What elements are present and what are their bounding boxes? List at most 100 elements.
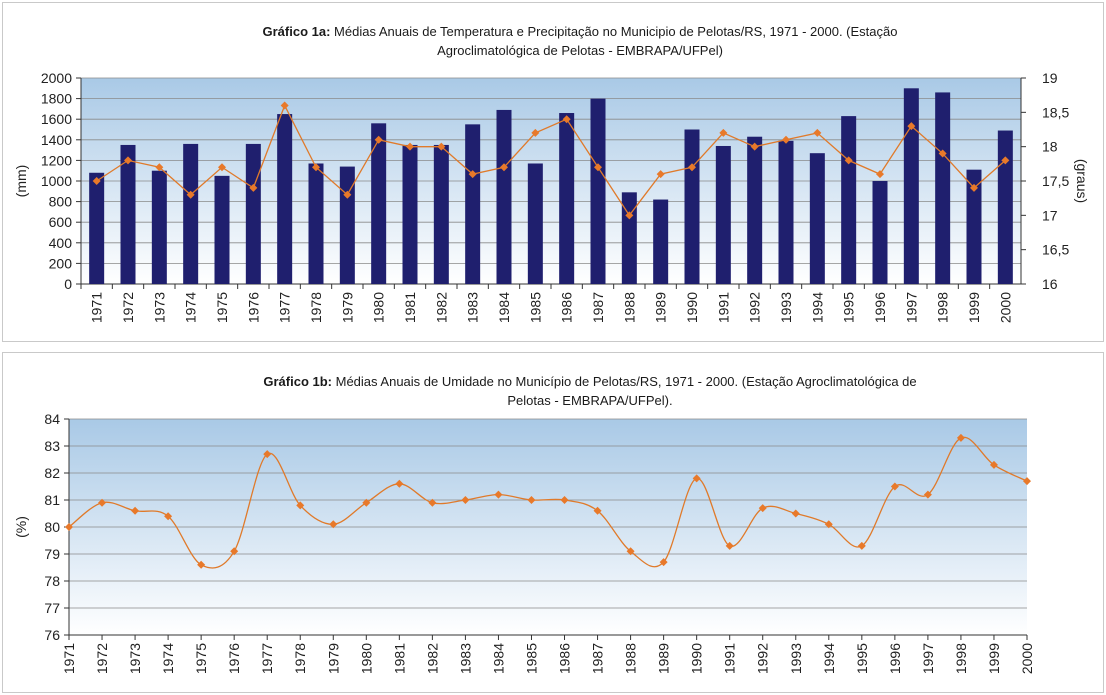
humidity-point-1b: [494, 490, 503, 499]
x-tick-label-1b: 1988: [623, 643, 639, 674]
bar-1a: [371, 123, 387, 284]
y2-tick-label-1a: 17,5: [1042, 173, 1069, 189]
humidity-point-1b: [230, 547, 239, 556]
temperature-point-1a: [813, 128, 822, 137]
chart-1b-title-line2: Pelotas - EMBRAPA/UFPel).: [507, 393, 673, 408]
chart-1a-svg: 2000180016001400120010008006004002000191…: [13, 70, 1090, 323]
y-tick-label-1a: 1600: [41, 111, 72, 127]
x-tick-label-1a: 1989: [653, 292, 669, 323]
humidity-point-1b: [461, 496, 470, 504]
temperature-point-1a: [343, 190, 352, 199]
bar-1a: [183, 143, 199, 284]
x-tick-label-1b: 1980: [358, 643, 374, 674]
y2-tick-label-1a: 19: [1042, 70, 1058, 86]
y-axis-label-1a: (mm): [13, 165, 29, 198]
temperature-point-1a: [531, 128, 540, 137]
x-tick-label-1a: 1999: [966, 292, 982, 323]
x-tick-label-1a: 1994: [809, 292, 825, 323]
bar-1a: [120, 144, 136, 284]
x-tick-label-1a: 1983: [465, 292, 481, 323]
x-tick-label-1a: 2000: [997, 292, 1013, 323]
y-tick-label-1b: 80: [44, 519, 60, 535]
y2-tick-label-1a: 16,5: [1042, 242, 1069, 258]
humidity-point-1b: [98, 498, 107, 507]
x-tick-label-1b: 2000: [1019, 643, 1035, 674]
x-tick-label-1b: 1982: [424, 643, 440, 674]
x-tick-label-1a: 1993: [778, 292, 794, 323]
humidity-point-1b: [923, 490, 932, 499]
x-tick-label-1a: 1979: [339, 292, 355, 323]
humidity-point-1b: [758, 504, 767, 513]
bar-1a: [809, 153, 825, 284]
chart-1b-title-bold: Gráfico 1b:: [263, 374, 332, 389]
humidity-point-1b: [263, 450, 272, 459]
y-tick-label-1b: 82: [44, 465, 60, 481]
humidity-point-1b: [725, 541, 734, 550]
temperature-point-1a: [249, 183, 258, 192]
y-tick-label-1a: 1200: [41, 152, 72, 168]
y-tick-label-1b: 78: [44, 573, 60, 589]
y2-axis-label-1a: (graus): [1074, 159, 1090, 203]
humidity-point-1b: [65, 523, 73, 531]
humidity-point-1b: [857, 541, 866, 550]
bar-1a: [527, 163, 543, 284]
y-tick-label-1a: 2000: [41, 70, 72, 86]
bar-1a: [872, 181, 888, 284]
temperature-point-1a: [1001, 156, 1010, 165]
x-tick-label-1a: 1988: [621, 292, 637, 323]
temperature-point-1a: [92, 177, 101, 185]
bar-1a: [496, 109, 512, 285]
humidity-point-1b: [560, 496, 569, 504]
x-tick-label-1b: 1997: [920, 643, 936, 674]
temperature-point-1a: [155, 163, 164, 172]
x-tick-label-1b: 1994: [821, 643, 837, 674]
bar-1a: [715, 145, 731, 284]
y-tick-label-1b: 83: [44, 438, 60, 454]
x-tick-label-1a: 1995: [841, 292, 857, 323]
y-tick-label-1a: 1000: [41, 173, 72, 189]
bar-1a: [151, 170, 167, 284]
y2-tick-label-1a: 17: [1042, 207, 1058, 223]
bar-1a: [308, 163, 324, 284]
bar-1a: [903, 88, 919, 284]
temperature-point-1a: [124, 156, 132, 165]
temperature-point-1a: [970, 183, 978, 192]
humidity-point-1b: [1023, 477, 1031, 486]
x-tick-label-1a: 1972: [120, 292, 136, 323]
x-tick-label-1a: 1998: [935, 292, 951, 323]
y2-tick-label-1a: 18,5: [1042, 104, 1069, 120]
humidity-point-1b: [164, 512, 173, 521]
humidity-point-1b: [329, 520, 338, 529]
x-tick-label-1b: 1992: [755, 643, 771, 674]
x-tick-label-1b: 1984: [490, 643, 506, 674]
chart-1a-title-line1: Médias Anuais de Temperatura e Precipita…: [330, 24, 898, 39]
bar-1a: [747, 136, 763, 284]
humidity-point-1b: [296, 501, 305, 510]
y-tick-label-1a: 1800: [41, 91, 72, 107]
x-tick-label-1b: 1978: [292, 643, 308, 674]
temperature-point-1a: [500, 163, 508, 172]
chart-1a-title: Gráfico 1a: Médias Anuais de Temperatura…: [100, 22, 1060, 60]
humidity-point-1b: [362, 498, 371, 507]
x-tick-label-1b: 1998: [953, 643, 969, 674]
bar-1a: [402, 144, 418, 284]
x-tick-label-1b: 1990: [689, 643, 705, 674]
humidity-point-1b: [890, 482, 899, 491]
bar-1a: [653, 199, 669, 284]
temperature-point-1a: [719, 128, 728, 137]
temperature-point-1a: [374, 135, 383, 144]
chart-1a-title-line2: Agroclimatológica de Pelotas - EMBRAPA/U…: [437, 43, 723, 58]
x-tick-label-1a: 1977: [277, 292, 293, 323]
x-tick-label-1a: 1985: [527, 292, 543, 323]
temperature-line-1a: [96, 103, 1006, 217]
temperature-point-1a: [938, 149, 947, 158]
y-tick-label-1a: 1400: [41, 132, 72, 148]
chart-1b-title: Gráfico 1b: Médias Anuais de Umidade no …: [110, 372, 1070, 410]
humidity-point-1b: [593, 506, 602, 515]
x-tick-label-1a: 1976: [245, 292, 261, 323]
y2-tick-label-1a: 18: [1042, 139, 1058, 155]
x-tick-label-1a: 1984: [496, 292, 512, 323]
humidity-point-1b: [824, 520, 833, 529]
temperature-point-1a: [594, 163, 602, 172]
